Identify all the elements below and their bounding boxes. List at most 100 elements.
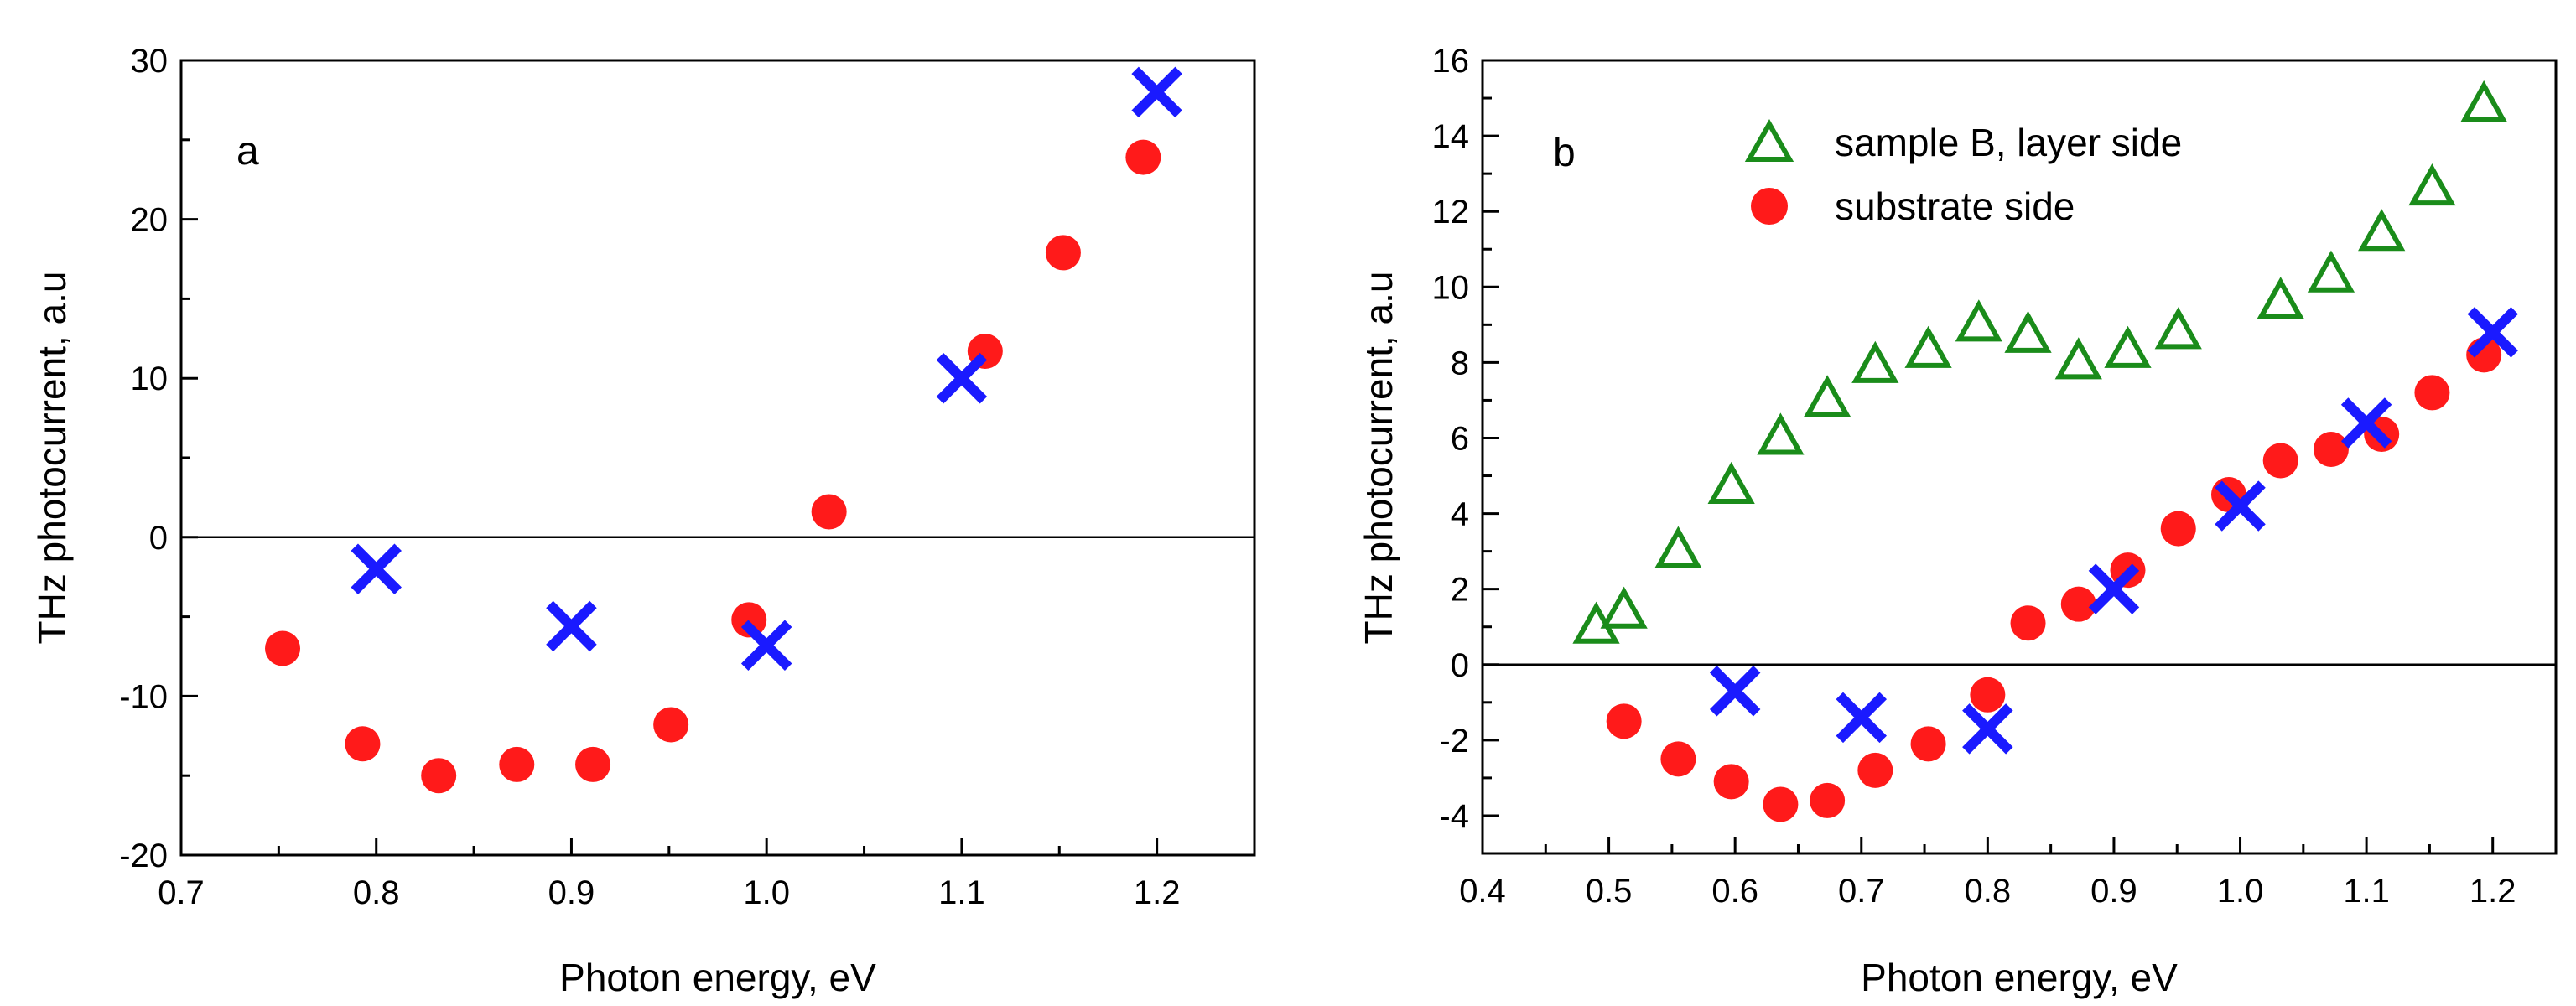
data-point-circle <box>421 758 457 794</box>
data-point-circle <box>653 707 689 743</box>
data-point-circle <box>345 726 381 762</box>
data-point-circle <box>499 746 535 782</box>
data-point-triangle <box>1757 412 1805 455</box>
panel-b-y-tick-label: 6 <box>1451 420 1469 457</box>
data-point-triangle <box>2257 277 2304 319</box>
panel-a-x-tick-label: 1.1 <box>938 874 985 911</box>
panel-a-x-axis-label: Photon energy, eV <box>559 956 876 999</box>
panel-a-y-tick-label: -10 <box>119 678 168 715</box>
data-point-triangle <box>1803 375 1852 417</box>
data-point-triangle <box>2460 80 2508 123</box>
panel-a-x-tick-label: 0.7 <box>158 874 205 911</box>
data-point-triangle <box>1600 586 1648 629</box>
data-point-circle <box>1810 782 1846 818</box>
data-point-cross <box>1709 666 1761 717</box>
panel-a-plot-frame <box>179 59 1256 857</box>
panel-b-x-tick-label: 0.9 <box>2090 873 2137 910</box>
panel-a-marks <box>265 66 1182 794</box>
data-point-triangle <box>2358 209 2406 252</box>
data-point-circle <box>575 746 611 782</box>
panel-a-x-tick-label: 0.9 <box>548 874 595 911</box>
panel-b-y-tick-label: 4 <box>1451 496 1469 533</box>
data-point-cross <box>351 543 402 594</box>
panel-b-label: b <box>1553 131 1576 175</box>
panel-b-x-tick-label: 0.7 <box>1838 873 1885 910</box>
data-point-circle <box>2414 375 2450 411</box>
data-point-circle <box>2060 586 2096 622</box>
panel-b-y-tick-label: -2 <box>1439 723 1469 760</box>
panel-b-y-tick-label: 8 <box>1451 345 1469 381</box>
panel-a-x-tick-label: 0.8 <box>353 874 400 911</box>
data-point-circle <box>811 494 847 530</box>
data-point-cross <box>2467 307 2518 358</box>
data-point-cross <box>1962 703 2013 754</box>
data-point-cross <box>2088 563 2140 614</box>
data-point-circle <box>1713 764 1749 800</box>
panel-b: 0.4 0.5 0.6 0.7 0.8 0.9 1.0 1.1 1.2 -4 -2 0 2 4 6 8 10 12… <box>1357 43 2558 999</box>
panel-a-y-tick-label: 10 <box>131 360 169 397</box>
panel-b-x-tick-label: 1.1 <box>2343 873 2390 910</box>
data-point-circle <box>1910 726 1946 762</box>
panel-b-ticks: 0.4 0.5 0.6 0.7 0.8 0.9 1.0 1.1 1.2 -4 -2 0 2 4 6 8 10 12… <box>1432 43 2516 910</box>
panel-a-x-tick-label: 1.2 <box>1134 874 1181 911</box>
data-point-circle <box>1606 703 1642 739</box>
panel-a-label: a <box>236 129 259 174</box>
panel-b-y-tick-label: 16 <box>1432 43 1470 80</box>
panel-b-y-tick-label: 2 <box>1451 572 1469 609</box>
panel-a-y-axis-label: THz photocurrent, a.u <box>30 272 74 645</box>
data-point-circle <box>1857 752 1893 788</box>
data-point-triangle <box>1955 299 2002 342</box>
data-point-triangle <box>2054 337 2102 380</box>
data-point-triangle <box>2307 250 2355 293</box>
data-point-circle <box>1125 139 1161 175</box>
panel-b-x-tick-label: 0.8 <box>1965 873 2012 910</box>
panel-b-x-axis-label: Photon energy, eV <box>1861 956 2178 999</box>
panel-a-y-tick-label: 20 <box>131 202 169 239</box>
panel-b-legend: sample B, layer side substrate side <box>1744 118 2182 228</box>
data-point-cross <box>740 620 792 671</box>
data-point-triangle <box>1852 340 1899 383</box>
data-point-triangle <box>2004 310 2052 353</box>
data-point-circle <box>2262 443 2298 479</box>
legend-label-layer-side: sample B, layer side <box>1835 121 2182 164</box>
panel-b-y-tick-label: 12 <box>1432 194 1470 231</box>
panel-b-y-tick-label: 10 <box>1432 269 1470 306</box>
data-point-circle <box>265 630 301 666</box>
panel-b-y-axis-label: THz photocurrent, a.u <box>1357 272 1400 645</box>
panel-b-marks <box>1572 80 2518 822</box>
legend-circle-icon <box>1751 188 1788 225</box>
panel-b-x-tick-label: 1.0 <box>2217 873 2264 910</box>
panel-a-x-tick-label: 1.0 <box>743 874 790 911</box>
data-point-triangle <box>2408 163 2456 206</box>
data-point-triangle <box>1654 526 1702 568</box>
data-point-circle <box>1045 235 1081 271</box>
data-point-circle <box>2313 431 2349 467</box>
legend-label-substrate-side: substrate side <box>1835 184 2075 228</box>
panel-a-y-tick-label: 30 <box>131 43 169 80</box>
data-point-circle <box>1970 677 2006 713</box>
data-point-circle <box>2010 605 2046 641</box>
data-point-cross <box>546 600 597 652</box>
data-point-circle <box>731 602 767 638</box>
data-point-cross <box>2340 397 2392 449</box>
panel-b-plot-frame <box>1481 59 2558 855</box>
data-point-cross <box>936 352 988 404</box>
panel-a: 0.7 0.8 0.9 1.0 1.1 1.2 -20 -10 0 10 20 30 a Photon… <box>30 43 1256 999</box>
panel-b-y-tick-label: 14 <box>1432 118 1470 155</box>
panel-b-x-tick-label: 0.4 <box>1459 873 1506 910</box>
panel-a-ticks: 0.7 0.8 0.9 1.0 1.1 1.2 -20 -10 0 10 20 30 <box>119 43 1180 911</box>
data-point-triangle <box>1707 461 1755 505</box>
data-point-triangle <box>2104 325 2152 368</box>
data-point-circle <box>1763 786 1799 822</box>
panel-a-y-tick-label: 0 <box>149 520 168 557</box>
panel-b-x-tick-label: 0.6 <box>1711 873 1758 910</box>
data-point-triangle <box>1904 325 1952 368</box>
data-point-cross <box>1836 692 1888 744</box>
data-point-circle <box>2160 511 2196 547</box>
data-point-cross <box>1131 66 1182 118</box>
data-point-triangle <box>2154 307 2202 350</box>
panel-b-x-tick-label: 1.2 <box>2470 873 2516 910</box>
panel-a-y-tick-label: -20 <box>119 837 168 874</box>
panel-b-y-tick-label: -4 <box>1439 798 1469 835</box>
